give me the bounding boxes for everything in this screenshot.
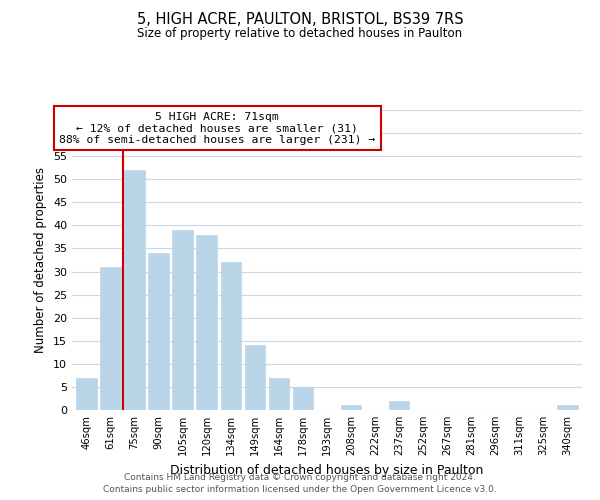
Text: 5, HIGH ACRE, PAULTON, BRISTOL, BS39 7RS: 5, HIGH ACRE, PAULTON, BRISTOL, BS39 7RS: [137, 12, 463, 28]
Bar: [124, 170, 145, 410]
Bar: [196, 234, 217, 410]
Bar: [293, 387, 313, 410]
Y-axis label: Number of detached properties: Number of detached properties: [34, 167, 47, 353]
Bar: [148, 253, 169, 410]
Text: Contains HM Land Registry data © Crown copyright and database right 2024.: Contains HM Land Registry data © Crown c…: [124, 472, 476, 482]
X-axis label: Distribution of detached houses by size in Paulton: Distribution of detached houses by size …: [170, 464, 484, 476]
Bar: [341, 406, 361, 410]
Bar: [269, 378, 289, 410]
Bar: [100, 267, 121, 410]
Text: 5 HIGH ACRE: 71sqm
← 12% of detached houses are smaller (31)
88% of semi-detache: 5 HIGH ACRE: 71sqm ← 12% of detached hou…: [59, 112, 376, 144]
Bar: [389, 401, 409, 410]
Text: Contains public sector information licensed under the Open Government Licence v3: Contains public sector information licen…: [103, 485, 497, 494]
Bar: [172, 230, 193, 410]
Bar: [557, 406, 578, 410]
Text: Size of property relative to detached houses in Paulton: Size of property relative to detached ho…: [137, 28, 463, 40]
Bar: [221, 262, 241, 410]
Bar: [76, 378, 97, 410]
Bar: [245, 346, 265, 410]
